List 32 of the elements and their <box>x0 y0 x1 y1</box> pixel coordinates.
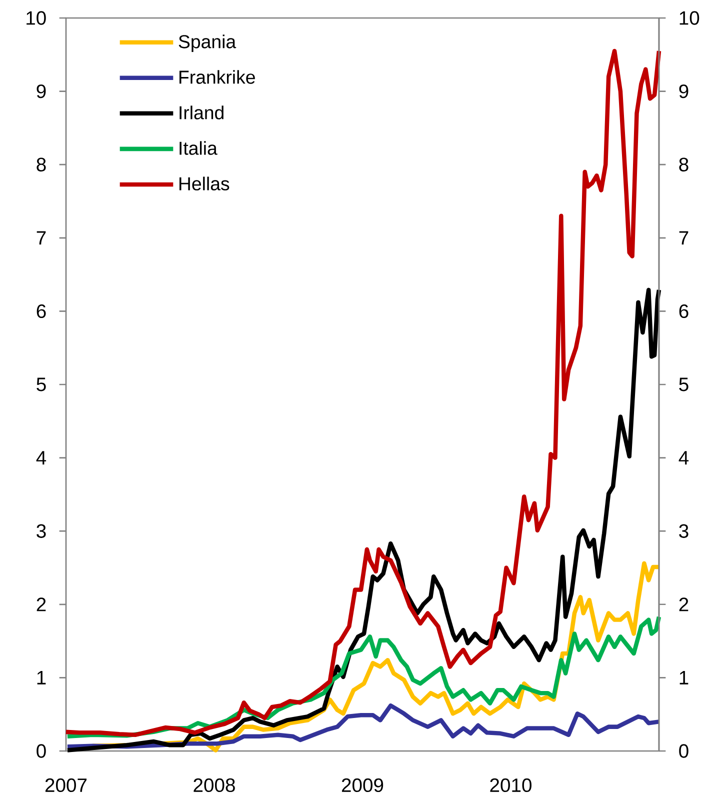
y2-tick-label: 9 <box>36 84 46 98</box>
legend-label: Hellas <box>179 176 230 190</box>
line-series <box>65 288 662 752</box>
y-tick-label: 3 <box>679 524 688 538</box>
y2-tick-label: 6 <box>36 304 46 318</box>
x-tick-label: 2008 <box>194 778 235 792</box>
y2-tick-label: 2 <box>36 598 46 612</box>
y-tick-label: 10 <box>680 11 700 25</box>
y2-tick-label: 5 <box>36 378 46 392</box>
y-tick-label: 0 <box>679 744 688 758</box>
y2-tick-label: 4 <box>36 451 46 464</box>
y2-tick-label: 8 <box>36 158 46 172</box>
y-tick-label: 7 <box>679 231 688 245</box>
legend-label: Frankrike <box>179 70 255 84</box>
x-tick-label: 2010 <box>490 778 532 792</box>
y2-tick-label: 1 <box>37 671 46 684</box>
x-tick-label: 2009 <box>342 778 384 792</box>
y-tick-label: 4 <box>678 451 689 464</box>
y2-tick-label: 3 <box>36 524 46 538</box>
y-tick-label: 2 <box>679 598 688 612</box>
x-tick-label: 2007 <box>45 778 87 792</box>
y-tick-label: 5 <box>679 378 688 392</box>
y-tick-label: 9 <box>679 84 688 98</box>
y2-tick-label: 10 <box>26 11 46 25</box>
y2-tick-label: 0 <box>36 744 46 758</box>
y2-tick-label: 7 <box>36 231 46 245</box>
legend-label: Spania <box>178 34 236 52</box>
y-tick-label: 1 <box>680 671 688 684</box>
legend-label: Irland <box>180 106 224 120</box>
y-tick-label: 8 <box>679 158 688 172</box>
y-tick-label: 6 <box>679 304 688 318</box>
legend-label: Italia <box>180 141 218 155</box>
